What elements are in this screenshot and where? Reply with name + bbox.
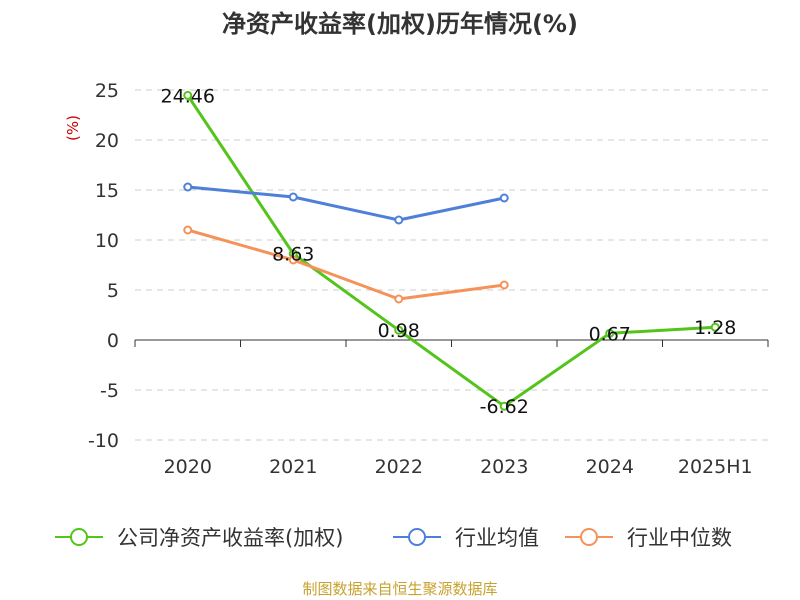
data-label: -6.62 <box>480 396 529 418</box>
data-labels: 24.46 8.63 0.98 -6.62 0.67 1.28 <box>161 85 737 418</box>
y-tick-labels: 25 20 15 10 5 0 -5 -10 <box>88 80 119 452</box>
legend-marker-1 <box>408 528 426 546</box>
data-label: 1.28 <box>694 317 736 339</box>
y-tick-label: 15 <box>95 180 119 202</box>
series-point-2 <box>394 294 404 304</box>
series-point-2 <box>499 280 509 290</box>
series-point-1 <box>394 215 404 225</box>
legend: 公司净资产收益率(加权) 行业均值 行业中位数 <box>55 526 732 550</box>
x-tick-labels: 2020 2021 2022 2023 2024 2025H1 <box>164 456 753 478</box>
series-layer <box>183 90 720 411</box>
series-point-0 <box>394 325 404 335</box>
x-tick-label: 2023 <box>480 456 528 478</box>
series-point-1 <box>183 182 193 192</box>
y-tick-label: 5 <box>107 280 119 302</box>
series-line-0 <box>186 94 716 408</box>
series-point-0 <box>499 401 509 411</box>
x-tick-label: 2022 <box>375 456 423 478</box>
series-point-2 <box>183 225 193 235</box>
legend-label-2: 行业中位数 <box>627 526 732 550</box>
y-tick-label: -10 <box>88 430 119 452</box>
series-point-0 <box>710 322 720 332</box>
y-axis-label: (%) <box>64 115 82 141</box>
y-tick-label: 10 <box>95 230 119 252</box>
data-label: 0.67 <box>589 323 631 345</box>
series-point-1 <box>499 193 509 203</box>
y-tick-label: 25 <box>95 80 119 102</box>
x-tick-label: 2025H1 <box>678 456 753 478</box>
series-point-0 <box>183 90 193 100</box>
series-line-2 <box>187 228 505 301</box>
series-line-1 <box>187 185 505 222</box>
legend-label-1: 行业均值 <box>455 526 539 550</box>
data-label: 0.98 <box>378 320 420 342</box>
data-label: 8.63 <box>272 244 314 266</box>
y-tick-label: 20 <box>95 130 119 152</box>
data-label: 24.46 <box>161 85 215 107</box>
legend-marker-0 <box>70 528 88 546</box>
legend-label-0: 公司净资产收益率(加权) <box>117 526 343 550</box>
grid-lines <box>135 89 768 441</box>
series-point-1 <box>288 192 298 202</box>
series-point-2 <box>288 255 298 265</box>
y-tick-label: 0 <box>107 330 119 352</box>
x-axis <box>134 339 769 347</box>
source-note: 制图数据来自恒生聚源数据库 <box>302 580 497 598</box>
series-point-0 <box>605 328 615 338</box>
x-tick-label: 2024 <box>586 456 634 478</box>
legend-marker-2 <box>580 528 598 546</box>
x-tick-label: 2020 <box>164 456 212 478</box>
x-tick-label: 2021 <box>269 456 317 478</box>
y-tick-label: -5 <box>100 380 119 402</box>
chart-title: 净资产收益率(加权)历年情况(%) <box>222 10 578 38</box>
